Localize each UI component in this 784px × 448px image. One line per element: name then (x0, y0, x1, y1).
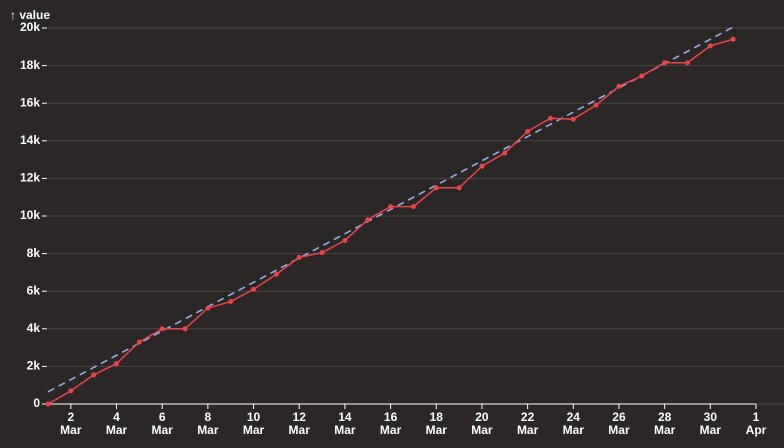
data-point (525, 128, 531, 134)
x-tick-label: Mar (243, 423, 265, 437)
x-tick-label: 1 (753, 410, 760, 424)
x-tick-label: 12 (293, 410, 307, 424)
y-tick-label: 10k (20, 208, 40, 222)
x-tick-label: Mar (517, 423, 539, 437)
y-tick-label: 18k (20, 58, 40, 72)
y-tick-label: 6k (27, 283, 41, 297)
data-point (684, 60, 690, 66)
x-tick-label: 24 (567, 410, 581, 424)
y-tick-label: 0 (33, 396, 40, 410)
x-tick-label: Mar (106, 423, 128, 437)
data-point (388, 204, 394, 210)
x-tick-label: 16 (384, 410, 398, 424)
data-point (593, 102, 599, 108)
data-point (730, 36, 736, 42)
y-tick-label: 12k (20, 171, 40, 185)
x-tick-label: 30 (704, 410, 718, 424)
data-point (570, 116, 576, 122)
data-point (205, 305, 211, 311)
data-point (433, 185, 439, 191)
data-line (47, 38, 734, 405)
y-tick-label: 14k (20, 133, 40, 147)
data-point (68, 388, 74, 394)
y-tick-label: 2k (27, 359, 41, 373)
data-point (479, 163, 485, 169)
x-tick-label: 10 (247, 410, 261, 424)
x-tick-label: 6 (159, 410, 166, 424)
x-tick-label: Mar (380, 423, 402, 437)
x-tick-label: Mar (608, 423, 630, 437)
y-tick-label: 16k (20, 95, 40, 109)
x-tick-label: Mar (60, 423, 82, 437)
data-point (45, 401, 51, 407)
data-point (639, 73, 645, 79)
x-tick-label: 20 (475, 410, 489, 424)
x-tick-label: Apr (746, 423, 767, 437)
data-point (159, 326, 165, 332)
x-tick-label: Mar (334, 423, 356, 437)
data-point (502, 150, 508, 156)
x-tick-label: 26 (612, 410, 626, 424)
data-point (114, 361, 120, 367)
x-tick-label: Mar (152, 423, 174, 437)
y-tick-label: 20k (20, 20, 40, 34)
y-axis-label: ↑ value (10, 8, 50, 22)
x-tick-label: Mar (654, 423, 676, 437)
data-point (456, 185, 462, 191)
x-tick-label: 28 (658, 410, 672, 424)
x-tick-label: 2 (67, 410, 74, 424)
data-point (136, 339, 142, 345)
trend-line (47, 26, 734, 393)
y-tick-label: 4k (27, 321, 41, 335)
data-point (319, 250, 325, 256)
y-tick-label: 8k (27, 246, 41, 260)
x-tick-label: 14 (338, 410, 352, 424)
x-tick-label: 4 (113, 410, 120, 424)
data-point (662, 60, 668, 66)
data-point (707, 43, 713, 49)
x-tick-label: Mar (700, 423, 722, 437)
data-point (296, 254, 302, 260)
x-tick-label: 18 (430, 410, 444, 424)
data-point (273, 271, 279, 277)
x-tick-label: 22 (521, 410, 535, 424)
data-point (547, 115, 553, 121)
data-point (182, 326, 188, 332)
data-point (342, 237, 348, 243)
x-tick-label: 8 (205, 410, 212, 424)
data-point (91, 372, 97, 378)
data-point (410, 204, 416, 210)
x-tick-label: Mar (197, 423, 219, 437)
data-point (251, 286, 257, 292)
x-tick-label: Mar (471, 423, 493, 437)
x-tick-label: Mar (426, 423, 448, 437)
data-point (365, 217, 371, 223)
data-point (616, 83, 622, 89)
data-point (228, 299, 234, 305)
x-tick-label: Mar (289, 423, 311, 437)
x-tick-label: Mar (563, 423, 585, 437)
